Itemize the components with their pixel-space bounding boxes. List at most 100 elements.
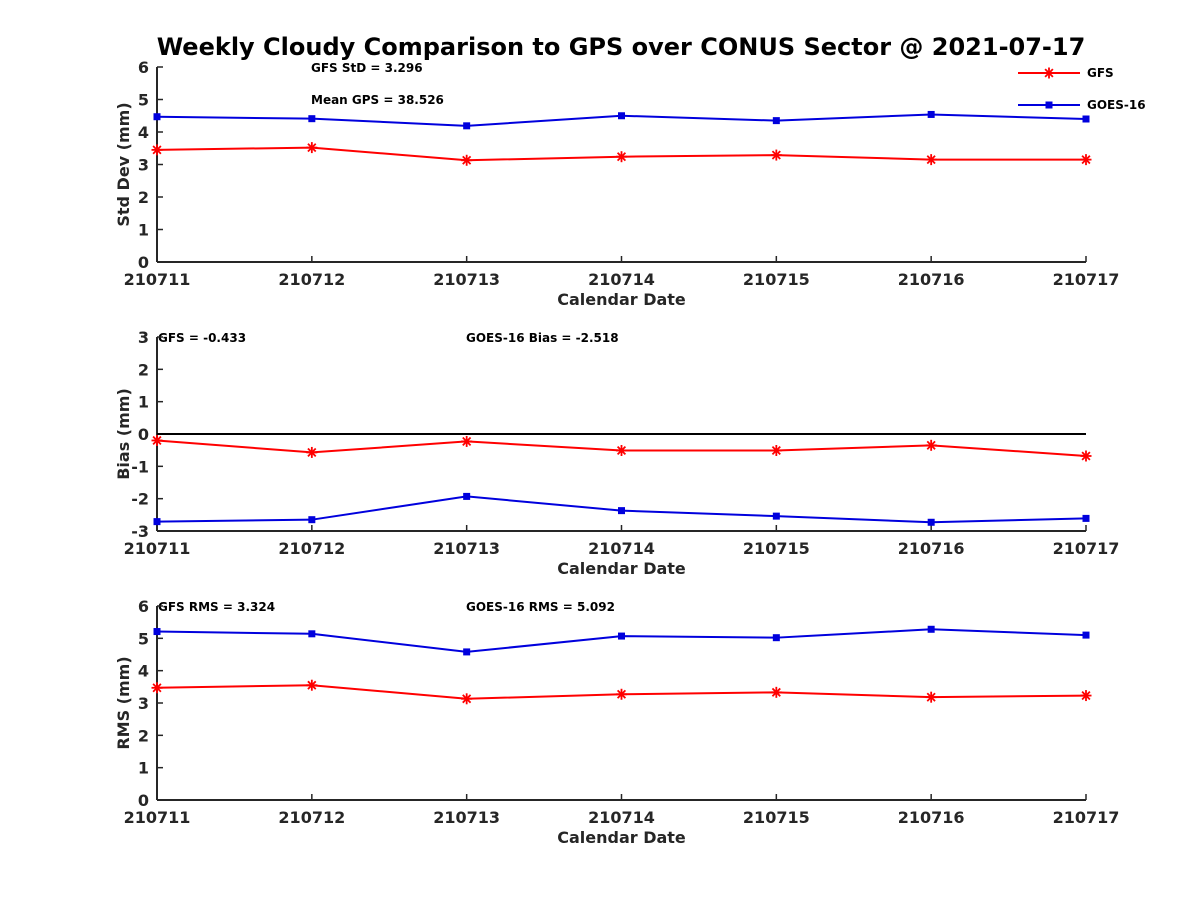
y-tick-label: 4: [138, 123, 149, 142]
y-tick-label: 2: [138, 188, 149, 207]
x-tick-label: 210711: [124, 539, 191, 558]
y-tick-label: 1: [138, 221, 149, 240]
x-tick-label: 210716: [898, 539, 965, 558]
data-point-goes16: [927, 110, 935, 118]
y-tick-label: -3: [131, 522, 149, 541]
data-point-goes16: [772, 117, 780, 125]
data-point-goes16: [772, 512, 780, 520]
data-point-goes16: [618, 112, 625, 120]
legend-label-gfs: GFS: [1087, 66, 1114, 80]
x-tick-label: 210717: [1053, 808, 1120, 827]
x-tick-label: 210714: [588, 808, 655, 827]
data-point-gfs: [616, 444, 627, 456]
data-point-gfs: [306, 446, 318, 458]
y-axis-label: Bias (mm): [114, 388, 133, 480]
x-axis-label: Calendar Date: [557, 290, 686, 309]
y-tick-label: -2: [131, 490, 149, 509]
data-point-gfs: [306, 679, 318, 691]
legend-square-marker: [1045, 101, 1053, 109]
data-point-goes16: [463, 492, 471, 500]
y-tick-label: 1: [138, 759, 149, 778]
y-tick-label: 3: [138, 328, 149, 347]
y-axis-label: Std Dev (mm): [114, 102, 133, 226]
y-tick-label: 0: [138, 425, 149, 444]
x-tick-label: 210711: [124, 808, 191, 827]
data-point-goes16: [927, 625, 935, 633]
data-point-gfs: [461, 435, 473, 447]
legend-marker-goes16: [1045, 101, 1053, 109]
legend-entry-gfs: GFS: [1018, 66, 1114, 80]
data-point-goes16: [1082, 514, 1090, 522]
x-axis-label: Calendar Date: [557, 828, 686, 847]
data-point-goes16: [153, 518, 161, 526]
y-axis-label: RMS (mm): [114, 656, 133, 749]
x-tick-label: 210716: [898, 270, 965, 289]
annotation-mean-gps: Mean GPS = 38.526: [311, 93, 444, 107]
y-tick-label: 1: [138, 393, 149, 412]
data-point-gfs: [1080, 450, 1092, 462]
data-point-goes16: [1082, 115, 1090, 123]
y-tick-label: -1: [131, 457, 149, 476]
y-tick-label: 6: [138, 597, 149, 616]
x-tick-label: 210714: [588, 270, 655, 289]
y-tick-label: 0: [138, 253, 149, 272]
data-point-gfs: [306, 142, 318, 154]
data-point-gfs: [616, 151, 627, 163]
panel-std-dev: GFS StD = 3.296 Mean GPS = 38.526 GFS GO…: [114, 58, 1146, 309]
y-tick-label: 2: [138, 360, 149, 379]
y-tick-label: 3: [138, 694, 149, 713]
legend-label-goes16: GOES-16: [1087, 98, 1146, 112]
legend-entry-goes16: GOES-16: [1018, 98, 1146, 112]
y-tick-label: 4: [138, 662, 149, 681]
x-tick-label: 210711: [124, 270, 191, 289]
data-point-gfs: [925, 154, 937, 166]
y-tick-label: 6: [138, 58, 149, 77]
x-tick-label: 210717: [1053, 270, 1120, 289]
x-tick-label: 210714: [588, 539, 655, 558]
data-point-gfs: [1080, 154, 1092, 166]
data-point-goes16: [308, 516, 316, 524]
annotation-gfs-std: GFS StD = 3.296: [311, 61, 423, 75]
x-tick-label: 210713: [433, 270, 500, 289]
x-tick-label: 210715: [743, 808, 810, 827]
x-tick-label: 210712: [278, 270, 345, 289]
x-tick-label: 210712: [278, 539, 345, 558]
chart-title: Weekly Cloudy Comparison to GPS over CON…: [157, 33, 1086, 61]
data-point-goes16: [618, 632, 625, 640]
data-point-goes16: [463, 648, 471, 656]
data-point-goes16: [153, 113, 161, 121]
legend-star-marker: [1043, 67, 1055, 79]
data-point-gfs: [1080, 690, 1092, 702]
legend: GFS GOES-16: [1018, 66, 1146, 112]
annotation-goes16-rms: GOES-16 RMS = 5.092: [466, 600, 615, 614]
data-point-gfs: [151, 682, 163, 694]
annotation-gfs-rms: GFS RMS = 3.324: [158, 600, 275, 614]
data-point-gfs: [151, 144, 163, 156]
x-axis-label: Calendar Date: [557, 559, 686, 578]
data-point-gfs: [461, 693, 473, 705]
data-point-goes16: [463, 122, 471, 130]
data-point-gfs: [770, 149, 782, 161]
data-point-goes16: [308, 630, 316, 638]
data-point-gfs: [151, 434, 163, 446]
y-tick-label: 2: [138, 726, 149, 745]
panel-bias: GFS = -0.433 GOES-16 Bias = -2.518 -3 -2 -…: [114, 328, 1119, 578]
x-tick-label: 210712: [278, 808, 345, 827]
data-point-goes16: [772, 634, 780, 642]
data-point-gfs: [461, 154, 473, 166]
x-tick-label: 210715: [743, 539, 810, 558]
data-point-gfs: [925, 439, 937, 451]
x-tick-label: 210715: [743, 270, 810, 289]
data-point-goes16: [153, 628, 161, 636]
x-tick-label: 210713: [433, 539, 500, 558]
y-tick-label: 3: [138, 156, 149, 175]
annotation-gfs-bias: GFS = -0.433: [158, 331, 246, 345]
x-tick-label: 210716: [898, 808, 965, 827]
data-point-goes16: [308, 115, 316, 123]
legend-marker-gfs: [1043, 67, 1055, 79]
annotation-goes16-bias: GOES-16 Bias = -2.518: [466, 331, 619, 345]
y-tick-label: 5: [138, 91, 149, 110]
y-tick-label: 5: [138, 629, 149, 648]
data-point-goes16: [618, 507, 625, 515]
